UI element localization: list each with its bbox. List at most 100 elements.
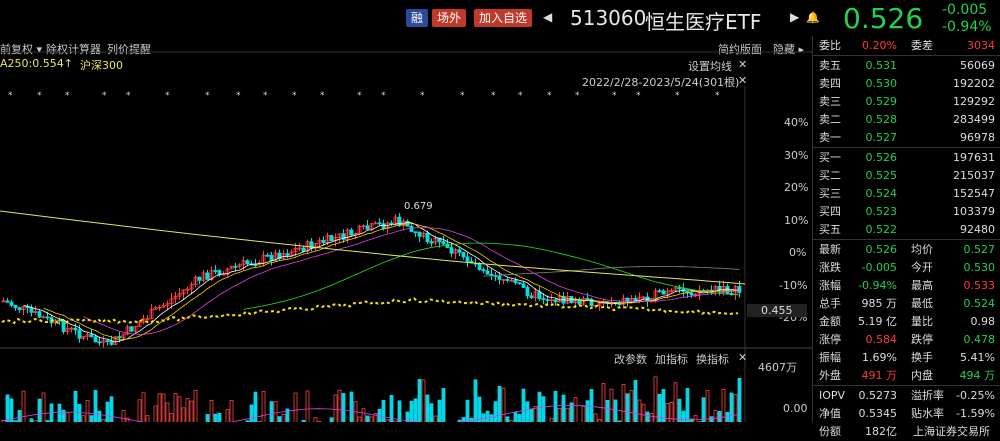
kline-chart-area[interactable]: 前复权 ▾ 除权计算器 列价提醒 简约版面 隐藏 ▸ A250:0.554↑ 沪… [0, 36, 812, 422]
margin-tag[interactable]: 融 [406, 9, 428, 27]
candle-body [486, 271, 489, 274]
add-indicator-button[interactable]: 加指标 [655, 351, 688, 367]
stat-label: 均价 [911, 241, 933, 259]
fund-stat-value: 0.5273 [859, 387, 898, 405]
candle-body [78, 330, 81, 338]
candle-body [38, 312, 41, 318]
candle-body [462, 252, 465, 257]
volume-bar [614, 400, 617, 422]
bid-price: 0.522 [866, 221, 898, 239]
candle-body [30, 308, 33, 313]
volume-bar [626, 394, 629, 422]
switch-indicator-button[interactable]: 换指标 [696, 351, 729, 367]
candle-body [270, 255, 273, 260]
volume-bar [174, 393, 177, 422]
triangle-left-icon[interactable]: ◀ [543, 10, 552, 24]
candle-body [450, 248, 453, 254]
volume-bar [382, 400, 385, 422]
volume-bar [166, 403, 169, 422]
candle-body [350, 230, 353, 235]
top-bar: 融 场外 加入自选 ◀ 513060 恒生医疗ETF ▶ 🔔 0.526 -0.… [0, 0, 1000, 36]
ask-price: 0.529 [866, 93, 898, 111]
volume-bar [638, 400, 641, 422]
ask-label: 卖四 [819, 75, 841, 93]
event-marker: * [165, 91, 170, 101]
bid-volume: 103379 [953, 203, 995, 221]
event-marker: * [292, 91, 297, 101]
change-params-button[interactable]: 改参数 [614, 351, 647, 367]
price-change-pct: -0.94% [942, 19, 992, 35]
otc-tag-button[interactable]: 场外 [432, 9, 466, 27]
candle-body [690, 293, 693, 295]
candle-body [254, 265, 257, 266]
candle-body [322, 240, 325, 242]
stat-label: 最低 [911, 295, 933, 313]
volume-bar [306, 391, 309, 422]
last-price: 0.526 [843, 2, 923, 35]
event-marker: * [420, 91, 425, 101]
event-marker: * [675, 91, 680, 101]
volume-bar [98, 411, 101, 422]
candle-body [286, 254, 289, 256]
candle-body [542, 299, 545, 300]
cursor-price-label: 0.455 [747, 304, 807, 317]
candle-body [518, 283, 521, 284]
volume-bar [182, 408, 185, 422]
candle-body [446, 244, 449, 248]
bid-label: 买二 [819, 167, 841, 185]
candle-body [62, 321, 65, 332]
volume-bar [158, 394, 161, 422]
candle-body [678, 288, 681, 289]
candle-body [106, 341, 109, 342]
fund-stat-value: -1.59% [956, 405, 995, 423]
pct-tick: 30% [784, 149, 808, 162]
ask-volume: 129292 [953, 93, 995, 111]
ask-label: 卖五 [819, 57, 841, 75]
candle-body [6, 301, 9, 302]
volume-bar [550, 418, 553, 422]
candle-body [514, 280, 517, 282]
candle-body [478, 264, 481, 270]
candle-body [14, 305, 17, 307]
volume-bar [558, 408, 561, 422]
triangle-right-icon[interactable]: ▶ [790, 10, 799, 24]
volume-bar [358, 417, 361, 422]
volume-bar [486, 411, 489, 422]
volume-bar [330, 418, 333, 422]
volume-bar [138, 400, 141, 422]
bid-volume: 197631 [953, 149, 995, 167]
price-change: -0.005 [942, 2, 987, 18]
stat-label: 换手 [911, 349, 933, 367]
candle-body [198, 277, 201, 280]
volume-bar [398, 401, 401, 422]
event-marker: * [357, 91, 362, 101]
volume-bar [494, 402, 497, 422]
volume-bar [262, 391, 265, 422]
volume-bar [666, 404, 669, 422]
volume-bar [218, 413, 221, 422]
candle-body [662, 291, 665, 294]
event-marker: * [320, 91, 325, 101]
volume-bar [442, 388, 445, 422]
volume-bar [482, 414, 485, 422]
moving-average-line [24, 222, 740, 342]
volume-bar [694, 416, 697, 422]
event-marker: * [636, 91, 641, 101]
candle-body [90, 335, 93, 337]
bell-icon[interactable]: 🔔 [806, 11, 820, 24]
candle-body [218, 271, 221, 275]
volume-bar [586, 401, 589, 422]
volume-bar [426, 395, 429, 422]
event-marker: * [460, 91, 465, 101]
add-watchlist-button[interactable]: 加入自选 [474, 9, 532, 27]
candle-body [330, 235, 333, 240]
close-icon[interactable]: ✕ [738, 351, 747, 364]
ask-price: 0.531 [866, 57, 898, 75]
volume-bar [190, 401, 193, 422]
candle-body [458, 250, 461, 253]
